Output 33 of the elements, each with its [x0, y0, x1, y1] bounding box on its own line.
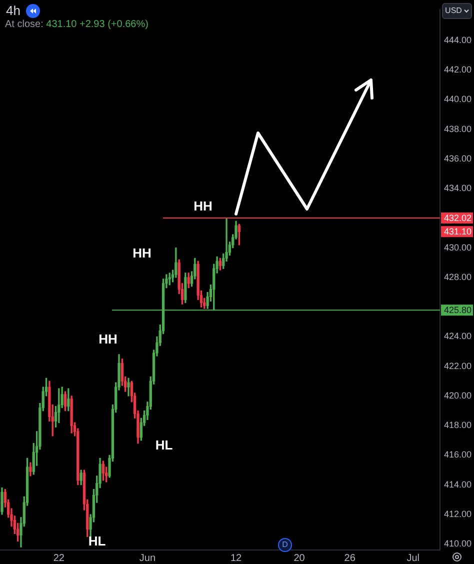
- x-tick-label: Jun: [139, 552, 156, 564]
- ref-line-label: 432.02: [444, 212, 472, 223]
- x-tick-label: 22: [53, 552, 65, 564]
- y-tick-label: 418.00: [444, 420, 472, 430]
- y-tick-label: 428.00: [444, 272, 472, 282]
- x-tick-label: 20: [294, 552, 306, 564]
- y-tick-label: 422.00: [444, 360, 472, 371]
- y-tick-label: 412.00: [444, 508, 472, 519]
- y-tick-label: 436.00: [444, 153, 472, 164]
- y-tick-label: 420.00: [444, 390, 472, 400]
- y-axis-title: USD: [445, 6, 462, 16]
- annotation: HL: [88, 534, 106, 549]
- y-tick-label: 414.00: [444, 479, 472, 490]
- ref-line-label: 425.80: [444, 305, 472, 316]
- annotation: HL: [155, 438, 173, 453]
- y-tick-label: 444.00: [444, 34, 472, 45]
- x-tick-label: Jul: [406, 552, 420, 564]
- y-tick-label: 410.00: [444, 538, 472, 549]
- chart-title: 4h: [6, 3, 20, 19]
- y-tick-label: 416.00: [444, 450, 472, 460]
- x-tick-label: 26: [344, 552, 356, 564]
- text: 431.10: [444, 226, 472, 237]
- annotation: HH: [132, 246, 152, 261]
- y-tick-label: 434.00: [444, 183, 472, 194]
- y-tick-label: 442.00: [444, 64, 472, 75]
- text: At close: 431.10 +2.93 (+0.66%): [5, 19, 148, 30]
- x-tick-label: 12: [230, 552, 242, 564]
- y-tick-label: 438.00: [444, 124, 472, 134]
- y-tick-label: 430.00: [444, 242, 472, 252]
- y-tick-label: 424.00: [444, 331, 472, 342]
- y-tick-label: 440.00: [444, 94, 472, 104]
- annotation: HH: [194, 198, 212, 214]
- annotation: HH: [98, 332, 118, 347]
